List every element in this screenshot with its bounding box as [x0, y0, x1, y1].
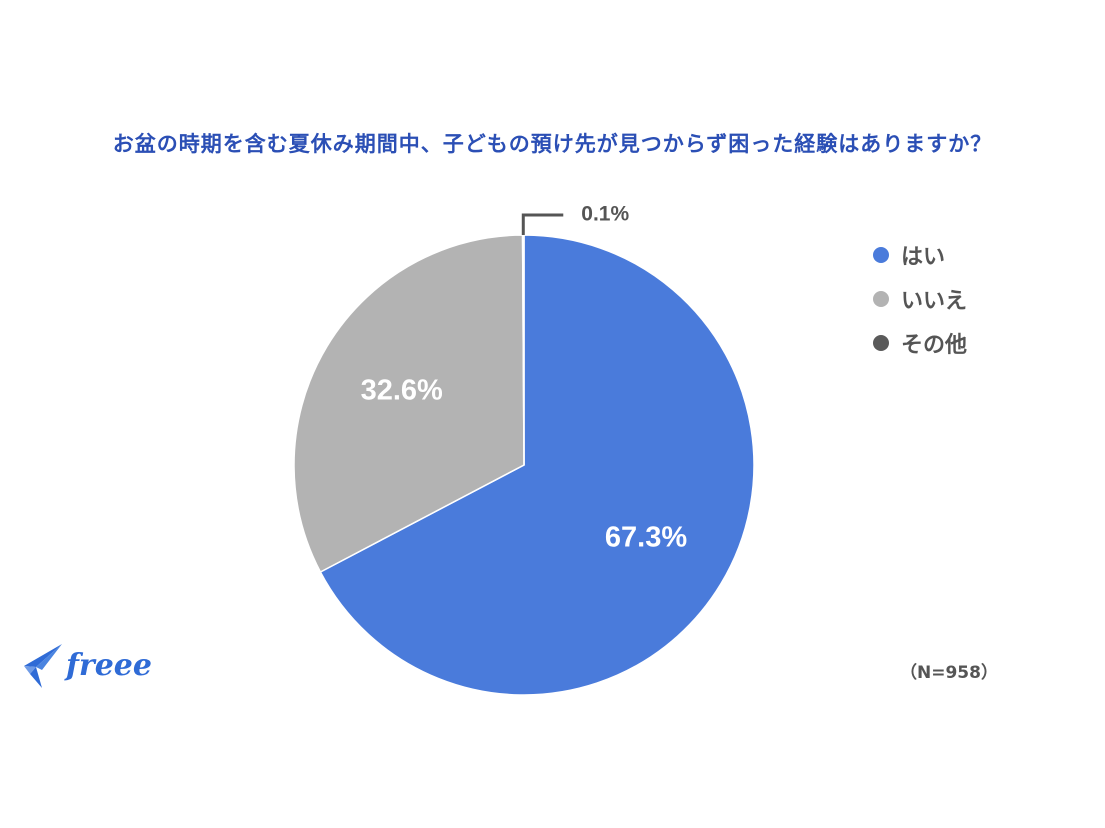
data-label-yes: 67.3% — [605, 521, 687, 553]
legend-item-yes: はい — [873, 233, 967, 277]
bird-icon — [24, 644, 62, 688]
legend-swatch-other — [873, 335, 889, 351]
legend-swatch-yes — [873, 247, 889, 263]
sample-size-note: （N=958） — [900, 663, 998, 683]
freee-logo: freee — [20, 640, 152, 690]
legend-item-no: いいえ — [873, 277, 967, 321]
legend-label-yes: はい — [901, 245, 946, 270]
legend: はい いいえ その他 — [873, 233, 967, 365]
legend-swatch-no — [873, 291, 889, 307]
legend-label-no: いいえ — [901, 289, 968, 314]
chart-title: お盆の時期を含む夏休み期間中、子どもの預け先が見つからず困った経験はありますか？ — [112, 132, 993, 156]
pie-slice-no — [293, 234, 525, 573]
data-label-no: 32.6% — [361, 374, 443, 406]
data-label-other: 0.1% — [581, 203, 629, 226]
leader-line-other — [521, 213, 564, 236]
legend-item-other: その他 — [873, 321, 967, 365]
legend-label-other: その他 — [901, 333, 968, 358]
logo-text: freee — [66, 647, 152, 683]
pie-slice-yes — [319, 234, 755, 696]
